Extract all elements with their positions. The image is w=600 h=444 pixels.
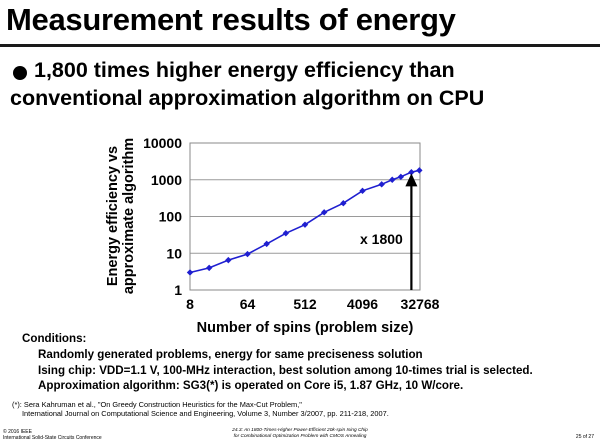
condition-line-2: Ising chip: VDD=1.1 V, 100-MHz interacti… xyxy=(22,363,533,379)
data-point xyxy=(244,251,250,257)
annotation-x1800: x 1800 xyxy=(360,231,403,247)
footer-left-line-2: International Solid-State Circuits Confe… xyxy=(3,435,102,441)
x-tick-label-32768: 32768 xyxy=(401,296,440,312)
data-point xyxy=(187,269,193,275)
data-point xyxy=(389,177,395,183)
y-tick-label-10: 10 xyxy=(166,245,182,261)
y-axis-label-line2: approximate algorithm xyxy=(121,138,137,294)
footnote-line-2: International Journal on Computational S… xyxy=(12,409,389,418)
data-point xyxy=(283,230,289,236)
data-point xyxy=(378,181,384,187)
condition-line-3: Approximation algorithm: SG3(*) is opera… xyxy=(22,378,533,394)
x-tick-label-512: 512 xyxy=(293,296,317,312)
series-line-ising-chip xyxy=(190,170,419,272)
conditions-block: Conditions: Randomly generated problems,… xyxy=(22,331,533,394)
data-point xyxy=(225,257,231,263)
data-point xyxy=(263,241,269,247)
x-tick-label-8: 8 xyxy=(186,296,194,312)
data-point xyxy=(416,167,422,173)
footnote: (*): Sera Kahruman et al., "On Greedy Co… xyxy=(12,400,389,418)
data-point xyxy=(398,174,404,180)
footnote-line-1: (*): Sera Kahruman et al., "On Greedy Co… xyxy=(12,400,389,409)
x-tick-label-4096: 4096 xyxy=(347,296,378,312)
y-axis-label-line1: Energy efficiency vs xyxy=(105,146,121,286)
footer-center-line-2: for Combinational Optimization Problem w… xyxy=(200,434,400,440)
y-tick-label-1000: 1000 xyxy=(151,172,182,188)
condition-line-1: Randomly generated problems, energy for … xyxy=(22,347,533,363)
footer-page-number: 25 of 27 xyxy=(576,434,594,440)
x-tick-label-64: 64 xyxy=(240,296,256,312)
y-tick-label-10000: 10000 xyxy=(143,135,182,151)
footer-paper-title: 24.3: An 1800-Times-Higher Power-Efficie… xyxy=(200,428,400,440)
footer-copyright: © 2016 IEEE International Solid-State Ci… xyxy=(3,429,102,441)
conditions-heading: Conditions: xyxy=(22,331,533,347)
data-point xyxy=(206,265,212,271)
y-tick-label-1: 1 xyxy=(174,282,182,298)
y-tick-label-100: 100 xyxy=(159,209,183,225)
